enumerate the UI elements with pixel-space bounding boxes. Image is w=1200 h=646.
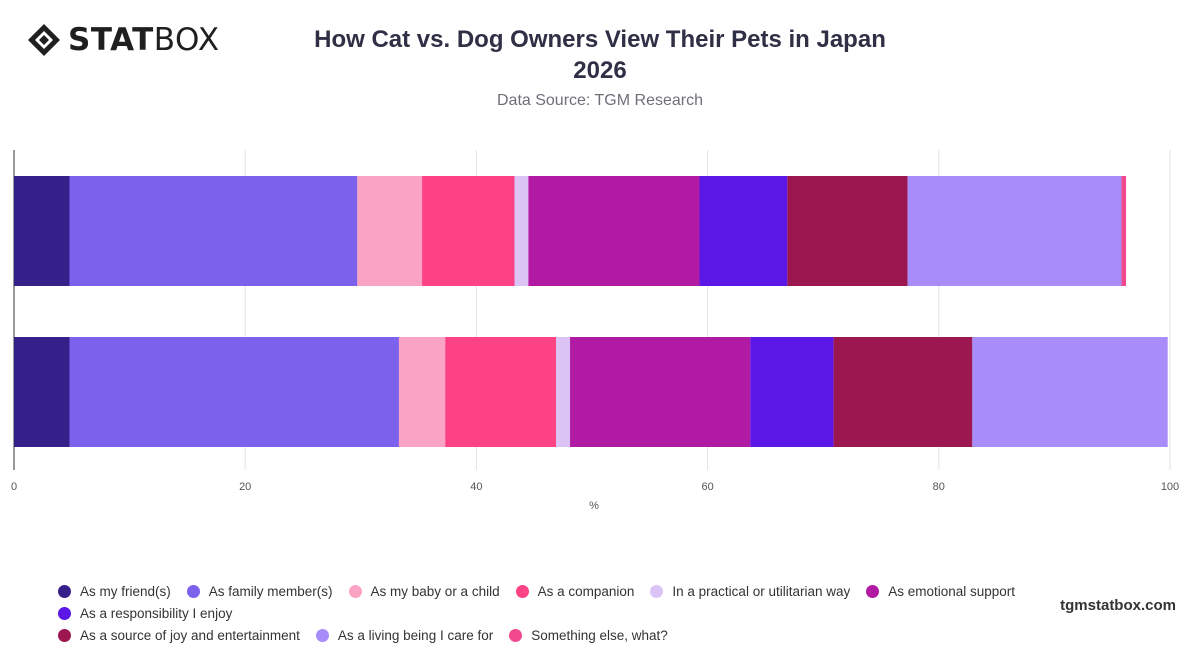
bar-segment — [570, 337, 751, 447]
legend-item[interactable]: As family member(s) — [186, 580, 333, 602]
legend-swatch — [58, 584, 71, 598]
legend-swatch — [650, 584, 664, 598]
legend-label: As a source of joy and entertainment — [80, 627, 300, 643]
legend-item[interactable]: In a practical or utilitarian way — [650, 580, 850, 602]
bar-segment — [750, 337, 834, 447]
chart-subtitle: Data Source: TGM Research — [496, 92, 703, 109]
legend-item[interactable]: As a living being I care for — [315, 624, 494, 646]
legend-item[interactable]: As a responsibility I enjoy — [58, 602, 232, 624]
bar-segment — [398, 337, 446, 447]
legend-swatch — [58, 628, 71, 642]
x-axis-label: % — [589, 500, 599, 512]
legend-swatch — [515, 584, 529, 598]
x-tick-label: 100 — [1161, 481, 1179, 493]
legend-label: As family member(s) — [208, 583, 333, 599]
bar-segment — [422, 176, 515, 286]
legend-label: As a responsibility I enjoy — [80, 605, 233, 621]
legend-label: As my friend(s) — [80, 583, 171, 599]
bar-segment — [556, 337, 571, 447]
bar-segment — [14, 176, 70, 286]
legend-label: As a companion — [537, 583, 635, 599]
legend-item[interactable]: As a companion — [515, 580, 635, 602]
bar-segment — [14, 337, 70, 447]
legend-item[interactable]: Something else, what? — [509, 624, 668, 646]
statbox-logo: STATBOX — [26, 22, 220, 58]
legend-label: As emotional support — [888, 583, 1016, 599]
legend-items: As my friend(s) As family member(s) As my … — [58, 580, 1158, 646]
legend-swatch — [58, 606, 71, 620]
chart-title-line2: 2026 — [573, 57, 627, 84]
legend-label: As my baby or a child — [370, 583, 500, 599]
legend-swatch — [315, 628, 329, 642]
logo-light-part: BOX — [153, 22, 220, 58]
chart-title-line1: How Cat vs. Dog Owners View Their Pets i… — [314, 26, 886, 53]
bar-segment — [972, 337, 1168, 447]
legend-item[interactable]: As a source of joy and entertainment — [58, 624, 300, 646]
x-tick-label: 40 — [470, 481, 482, 493]
legend-item[interactable]: As my friend(s) — [58, 580, 171, 602]
bar-segment — [699, 176, 788, 286]
legend-swatch — [509, 628, 523, 642]
logo-bold-part: STAT — [68, 22, 154, 58]
bar-segment — [528, 176, 700, 286]
bar-segment — [514, 176, 529, 286]
x-tick-label: 60 — [701, 481, 713, 493]
diamond-logo-icon — [28, 24, 60, 56]
legend-label: In a practical or utilitarian way — [672, 583, 851, 599]
bar-segment — [787, 176, 908, 286]
chart-title: How Cat vs. Dog Owners View Their Pets i… — [300, 24, 900, 86]
legend-label: Something else, what? — [531, 627, 668, 643]
bar-segment — [357, 176, 423, 286]
chart-legend: As my friend(s) As family member(s) As my … — [58, 580, 1158, 646]
bar-segment — [1121, 176, 1127, 286]
logo-text: STATBOX — [68, 22, 220, 58]
x-tick-label: 20 — [239, 481, 251, 493]
x-tick-label: 80 — [933, 481, 945, 493]
legend-swatch — [866, 584, 880, 598]
stacked-bar-chart: 0 20 40 60 80 100% — [11, 150, 1179, 512]
bar-segment — [69, 176, 358, 286]
legend-item[interactable]: As my baby or a child — [348, 580, 500, 602]
legend-label: As a living being I care for — [337, 627, 494, 643]
legend-swatch — [186, 584, 200, 598]
x-tick-label: 0 — [11, 481, 17, 493]
bar-segment — [445, 337, 557, 447]
legend-item[interactable]: As emotional support — [866, 580, 1015, 602]
footer-brand: tgmstatbox.com — [1060, 597, 1176, 614]
bar-segment — [907, 176, 1122, 286]
bar-segment — [833, 337, 973, 447]
legend-swatch — [348, 584, 362, 598]
bar-segment — [69, 337, 399, 447]
